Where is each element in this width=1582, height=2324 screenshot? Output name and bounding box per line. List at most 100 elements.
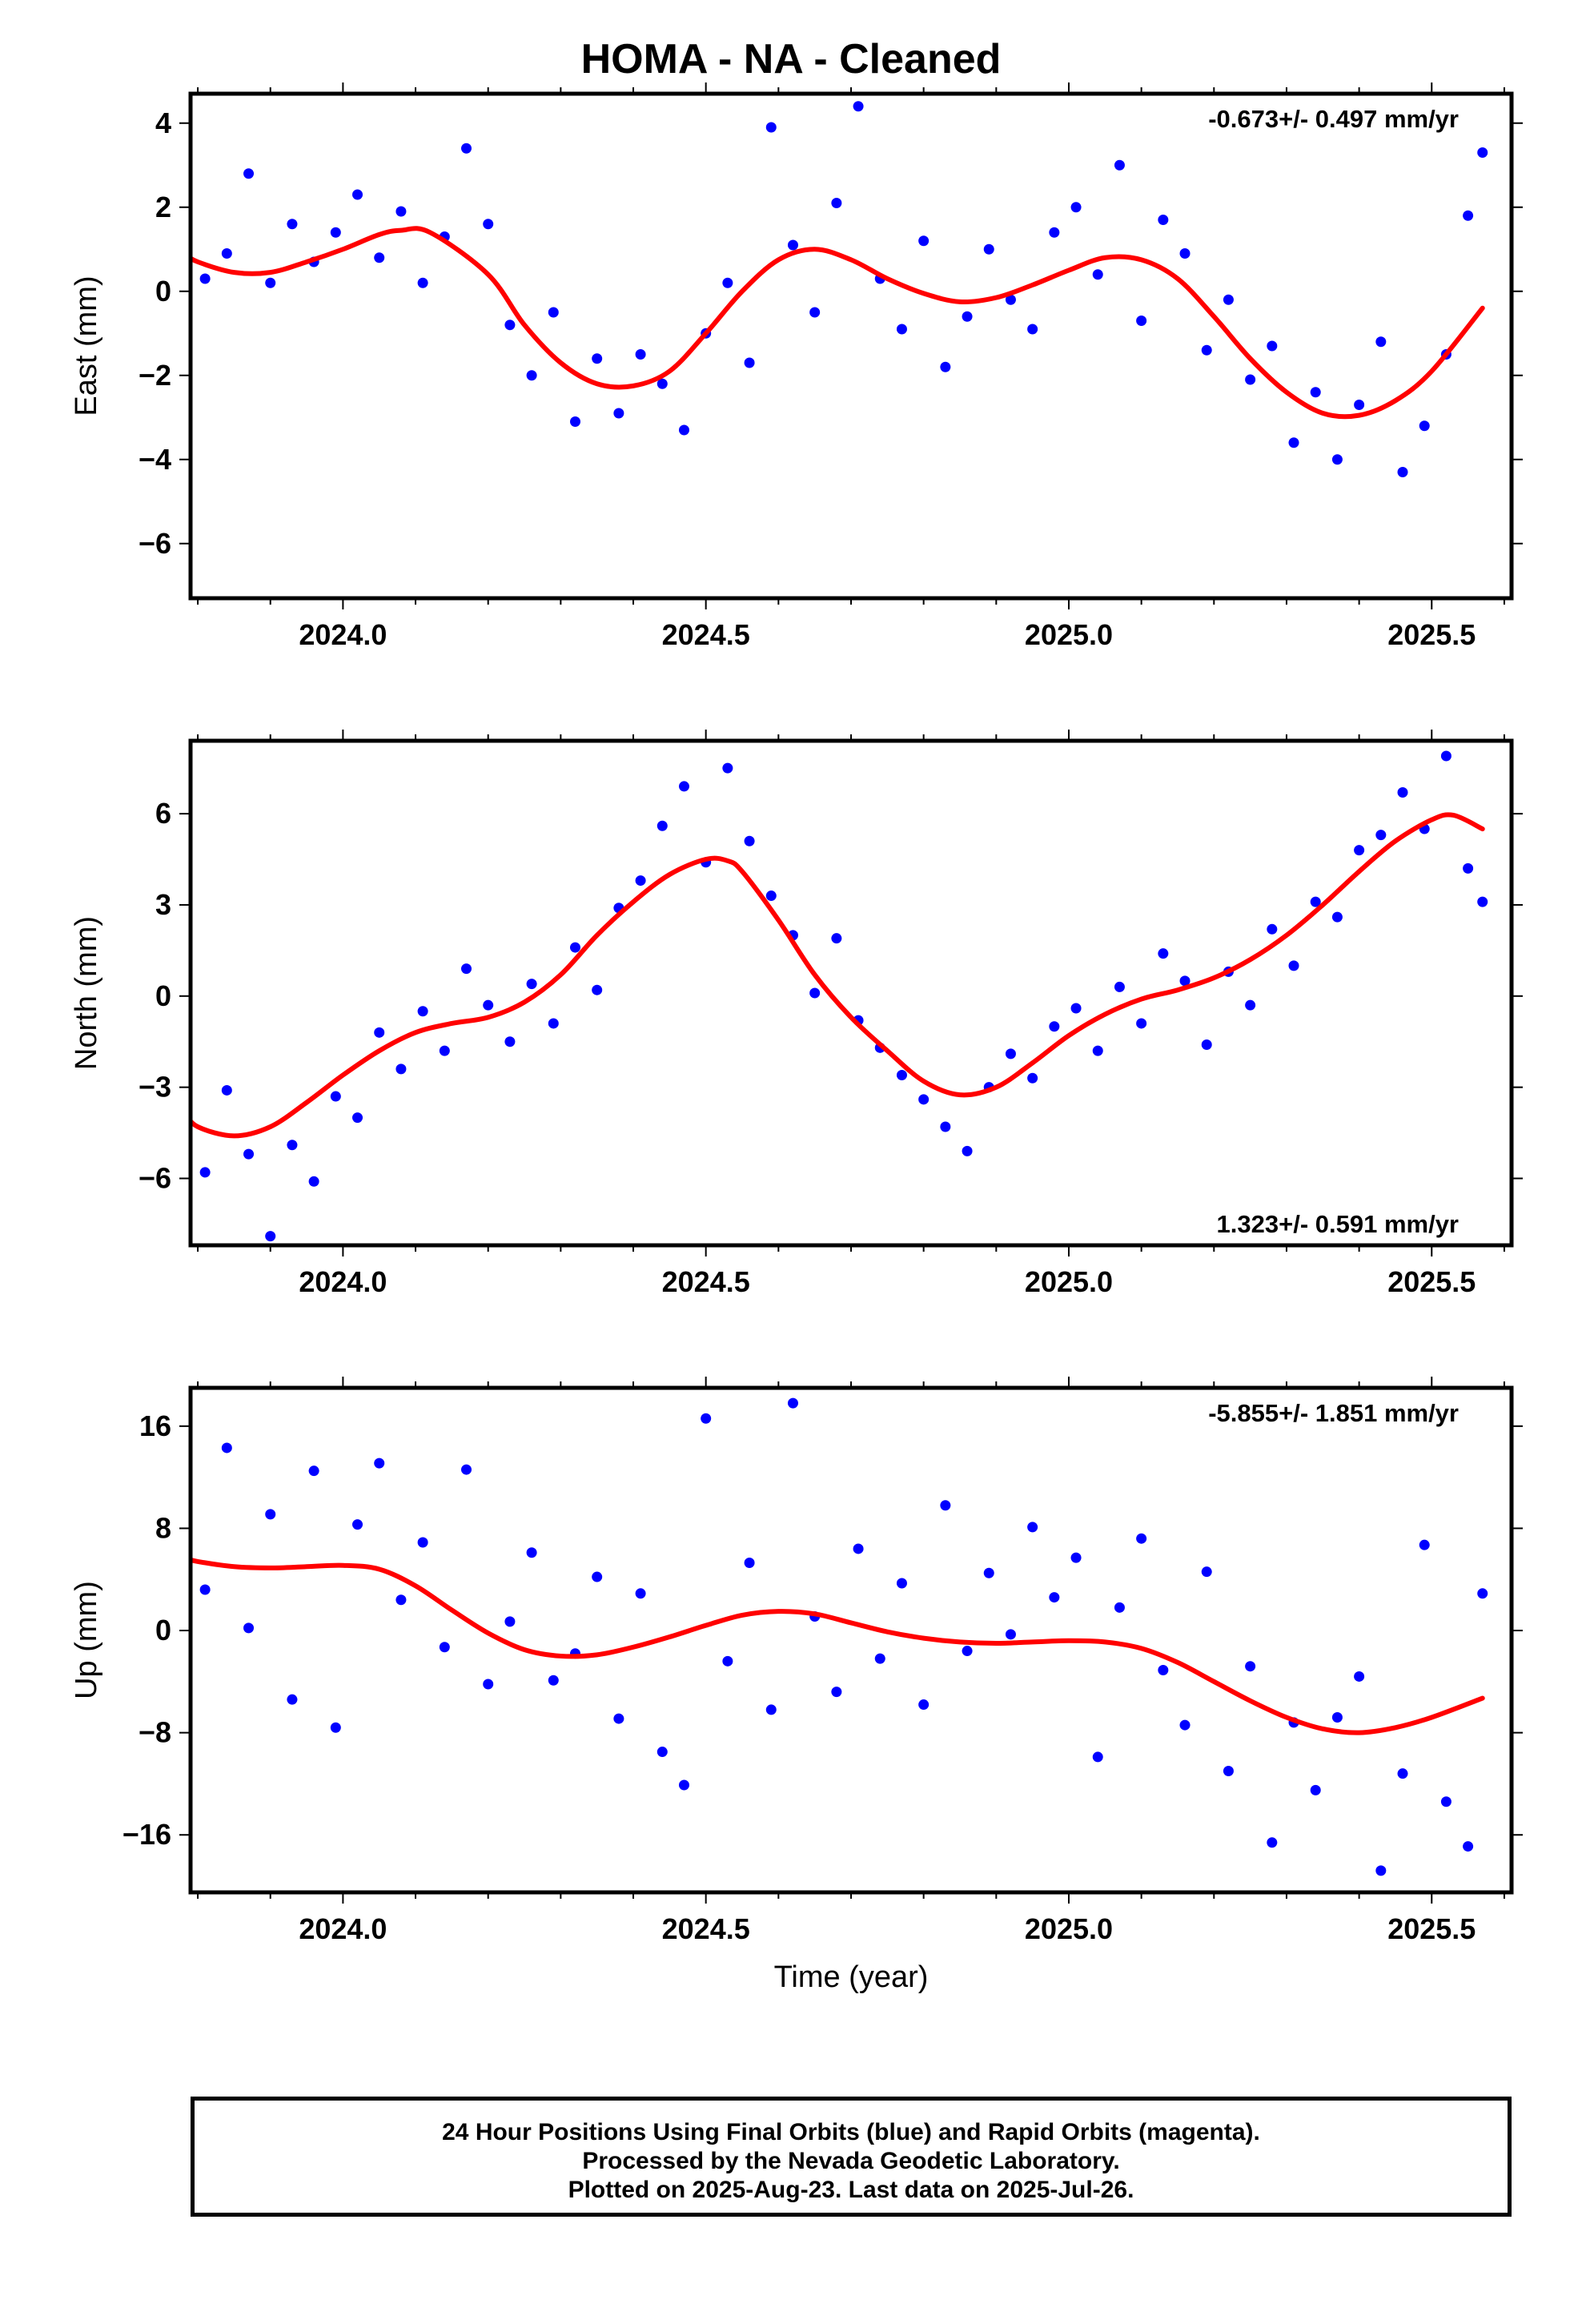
data-point — [417, 1006, 428, 1017]
fit-line — [191, 226, 1485, 420]
data-point — [243, 1622, 255, 1634]
data-point — [831, 198, 842, 208]
data-point — [831, 1687, 842, 1698]
data-point — [265, 277, 276, 288]
data-point — [809, 987, 821, 999]
data-point — [1201, 1566, 1212, 1578]
data-point — [896, 324, 907, 335]
data-point — [548, 1675, 559, 1686]
data-point — [221, 1442, 232, 1454]
data-point — [678, 424, 689, 436]
data-point — [1354, 1671, 1365, 1682]
data-point — [526, 979, 537, 990]
data-point — [656, 378, 668, 389]
data-point — [787, 239, 798, 251]
data-point — [678, 1779, 689, 1791]
data-point — [1354, 400, 1365, 410]
data-point — [656, 820, 668, 831]
data-point — [1267, 340, 1278, 352]
y-tick-label: 2 — [155, 191, 171, 223]
footer-line-3: Plotted on 2025-Aug-23. Last data on 202… — [568, 2177, 1134, 2203]
data-point — [199, 1584, 211, 1595]
data-point — [1477, 1588, 1488, 1599]
footer-caption-box: 24 Hour Positions Using Final Orbits (bl… — [191, 2097, 1512, 2217]
x-tick-label: 2024.0 — [299, 1265, 387, 1298]
x-tick-label: 2024.5 — [662, 1912, 750, 1945]
data-point — [1288, 437, 1299, 448]
data-point — [178, 1478, 188, 1489]
data-point — [1463, 210, 1474, 221]
data-point — [461, 1464, 472, 1475]
y-tick-label: 0 — [155, 275, 171, 308]
y-tick-label: −3 — [139, 1071, 171, 1104]
data-point — [221, 1084, 232, 1096]
up-frame — [188, 1385, 1514, 1895]
x-tick-label: 2024.5 — [662, 1265, 750, 1298]
data-point — [526, 1547, 537, 1558]
up-panel: 2024.0 2024.5 2025.0 2025.5 16 8 0 −8 −16 Up (mm)… — [70, 1377, 1523, 1994]
data-point — [330, 1722, 341, 1733]
data-point — [1245, 1661, 1256, 1672]
y-axis-label: East (mm) — [70, 275, 103, 416]
data-point — [1397, 787, 1408, 798]
data-point — [221, 248, 232, 259]
data-point — [962, 311, 973, 322]
data-point — [722, 277, 733, 288]
data-point — [461, 143, 472, 154]
data-point — [1201, 344, 1212, 356]
y-tick-label: −6 — [139, 1162, 171, 1195]
data-point — [635, 1588, 646, 1599]
data-point — [1179, 248, 1191, 259]
data-point — [613, 1713, 624, 1724]
data-point — [1092, 269, 1103, 280]
data-point — [1463, 1841, 1474, 1852]
y-tick-label: 0 — [155, 1614, 171, 1647]
data-point — [1114, 159, 1125, 171]
data-point — [417, 277, 428, 288]
data-point — [962, 1145, 973, 1156]
y-axis-label: Up (mm) — [70, 1581, 103, 1699]
data-point — [765, 891, 777, 902]
data-point — [1375, 336, 1387, 348]
data-point — [1310, 387, 1321, 398]
data-point — [439, 1642, 450, 1653]
x-tick-label: 2025.0 — [1025, 1265, 1113, 1298]
data-point — [853, 1543, 864, 1554]
data-point — [287, 1140, 298, 1151]
data-point — [896, 1069, 907, 1080]
up-data — [178, 1397, 1488, 1876]
data-point — [1027, 324, 1038, 335]
data-point — [548, 307, 559, 318]
data-point — [1158, 948, 1169, 959]
east-data — [178, 101, 1488, 477]
x-tick-label: 2025.0 — [1025, 1912, 1113, 1945]
data-point — [918, 1094, 930, 1105]
data-point — [635, 349, 646, 360]
data-point — [1070, 1003, 1082, 1014]
data-point — [656, 1747, 668, 1758]
data-point — [308, 1466, 319, 1477]
data-point — [1288, 960, 1299, 971]
data-point — [896, 1578, 907, 1589]
data-point — [374, 1027, 385, 1038]
data-point — [1027, 1522, 1038, 1533]
data-point — [178, 223, 188, 234]
y-tick-label: −2 — [139, 359, 171, 392]
north-frame — [188, 738, 1514, 1248]
data-point — [265, 1509, 276, 1520]
data-point — [1049, 227, 1060, 238]
data-point — [940, 1121, 951, 1132]
data-point — [1440, 1796, 1452, 1807]
data-point — [1136, 1018, 1147, 1029]
data-point — [265, 1231, 276, 1242]
data-point — [874, 1653, 885, 1664]
data-point — [1397, 1768, 1408, 1779]
data-point — [1027, 1072, 1038, 1084]
data-point — [1049, 1021, 1060, 1032]
data-point — [308, 1176, 319, 1187]
data-point — [1331, 454, 1343, 465]
data-point — [592, 353, 603, 364]
y-tick-label: 0 — [155, 979, 171, 1012]
data-point — [1092, 1751, 1103, 1763]
data-point — [983, 1567, 994, 1578]
